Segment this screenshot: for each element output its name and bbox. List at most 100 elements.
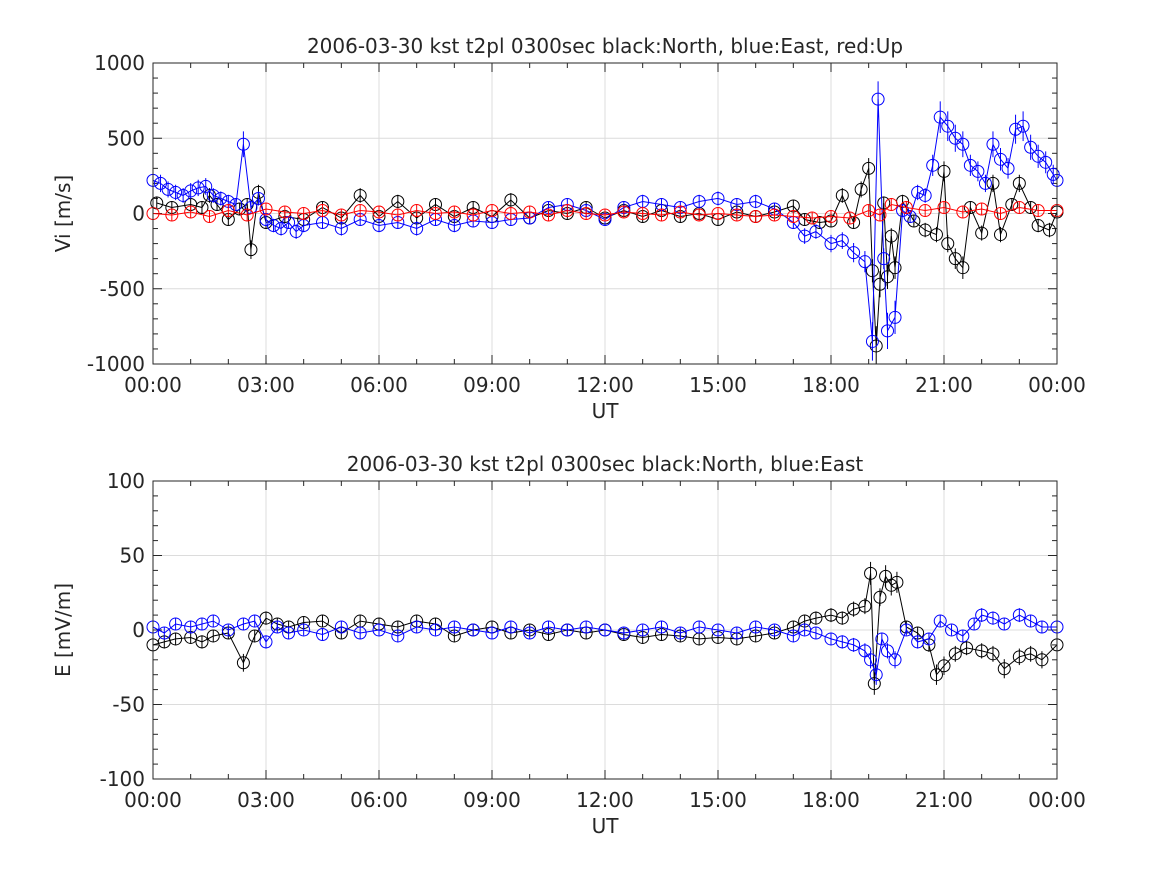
data-point-east — [523, 626, 537, 640]
data-point-east — [410, 222, 424, 236]
data-point-east — [749, 620, 763, 634]
x-tick-label: 06:00 — [350, 788, 408, 812]
series-line-east — [152, 99, 1058, 342]
data-point-north — [1031, 219, 1045, 233]
data-point-east — [809, 225, 823, 239]
data-point-east — [1024, 140, 1038, 154]
series-line-up — [152, 203, 1057, 219]
x-tick-label: 12:00 — [576, 373, 634, 397]
data-point-up — [937, 200, 951, 214]
x-tick-label: 00:00 — [124, 788, 182, 812]
x-tick-label: 15:00 — [689, 788, 747, 812]
data-point-north — [948, 647, 962, 661]
data-point-north — [986, 176, 1000, 190]
data-point-east — [967, 617, 981, 631]
y-tick-label: 500 — [107, 126, 145, 150]
data-point-east — [334, 620, 348, 634]
axes-box — [152, 62, 1058, 365]
data-point-east — [922, 632, 936, 646]
data-point-up — [447, 205, 461, 219]
y-tick-label: -500 — [100, 277, 145, 301]
data-point-north — [948, 252, 962, 266]
data-point-north — [918, 223, 932, 237]
data-point-east — [410, 620, 424, 634]
data-point-up — [899, 200, 913, 214]
data-point-east — [1039, 155, 1053, 169]
data-point-up — [259, 202, 273, 216]
data-point-east — [749, 194, 763, 208]
data-point-east — [447, 219, 461, 233]
data-point-east — [270, 620, 284, 634]
x-tick-label: 09:00 — [463, 788, 521, 812]
data-point-north — [956, 261, 970, 275]
data-point-up — [749, 210, 763, 224]
data-point-up — [994, 207, 1007, 220]
data-point-east — [1012, 608, 1026, 622]
data-point-east — [899, 623, 913, 637]
data-point-east — [877, 252, 891, 266]
data-point-east — [267, 219, 281, 233]
data-point-north — [937, 659, 951, 673]
data-point-north — [960, 641, 974, 655]
data-point-east — [971, 164, 985, 178]
data-point-north — [881, 270, 894, 284]
data-point-north — [1035, 653, 1049, 667]
y-tick-label: -50 — [112, 693, 145, 717]
data-point-north — [907, 214, 921, 228]
data-point-up — [240, 208, 254, 222]
data-point-east — [847, 246, 861, 260]
x-tick-label: 18:00 — [802, 373, 860, 397]
data-point-up — [429, 207, 442, 220]
data-point-up — [730, 208, 744, 222]
data-point-east — [1016, 119, 1030, 133]
data-point-north — [986, 647, 1000, 661]
data-point-east — [881, 644, 894, 658]
data-point-east — [768, 623, 781, 637]
data-point-north — [809, 611, 823, 625]
data-point-north — [1024, 647, 1038, 661]
data-point-east — [875, 632, 889, 646]
data-point-east — [617, 626, 631, 640]
data-point-north — [864, 566, 878, 580]
data-point-up — [768, 208, 781, 222]
data-point-north — [195, 635, 209, 649]
data-point-east — [391, 629, 405, 643]
data-point-east — [1035, 620, 1049, 634]
data-point-up — [975, 202, 989, 216]
chart-title: 2006-03-30 kst t2pl 0300sec black:North,… — [307, 34, 903, 58]
data-point-up — [372, 205, 386, 219]
data-point-east — [730, 626, 744, 640]
data-point-east — [334, 222, 348, 236]
data-point-north — [1024, 200, 1038, 214]
data-point-east — [184, 184, 198, 198]
data-point-east — [206, 188, 220, 202]
data-point-east — [798, 229, 812, 243]
axes-box — [152, 480, 1058, 780]
data-point-east — [236, 137, 250, 151]
y-axis-label: Vi [m/s] — [51, 175, 75, 252]
data-point-up — [918, 203, 932, 217]
data-point-east — [579, 620, 593, 634]
chart-title: 2006-03-30 kst t2pl 0300sec black:North,… — [347, 452, 864, 476]
data-point-east — [933, 110, 947, 124]
data-point-east — [711, 623, 725, 637]
data-point-up — [278, 205, 292, 219]
data-point-north — [997, 662, 1011, 676]
data-point-up — [843, 211, 857, 225]
data-point-up — [636, 207, 650, 220]
data-point-east — [911, 185, 925, 199]
data-point-north — [1005, 197, 1019, 211]
x-tick-label: 21:00 — [915, 788, 973, 812]
data-point-east — [560, 623, 574, 637]
data-point-east — [692, 620, 706, 634]
y-tick-label: 1000 — [94, 51, 145, 75]
x-tick-label: 06:00 — [350, 373, 408, 397]
y-tick-label: -100 — [100, 767, 145, 791]
y-tick-label: 100 — [107, 469, 145, 493]
data-point-up — [1012, 200, 1026, 214]
data-point-east — [865, 334, 879, 348]
data-point-up — [203, 210, 216, 224]
data-point-north — [504, 193, 518, 207]
data-point-up — [673, 205, 687, 219]
